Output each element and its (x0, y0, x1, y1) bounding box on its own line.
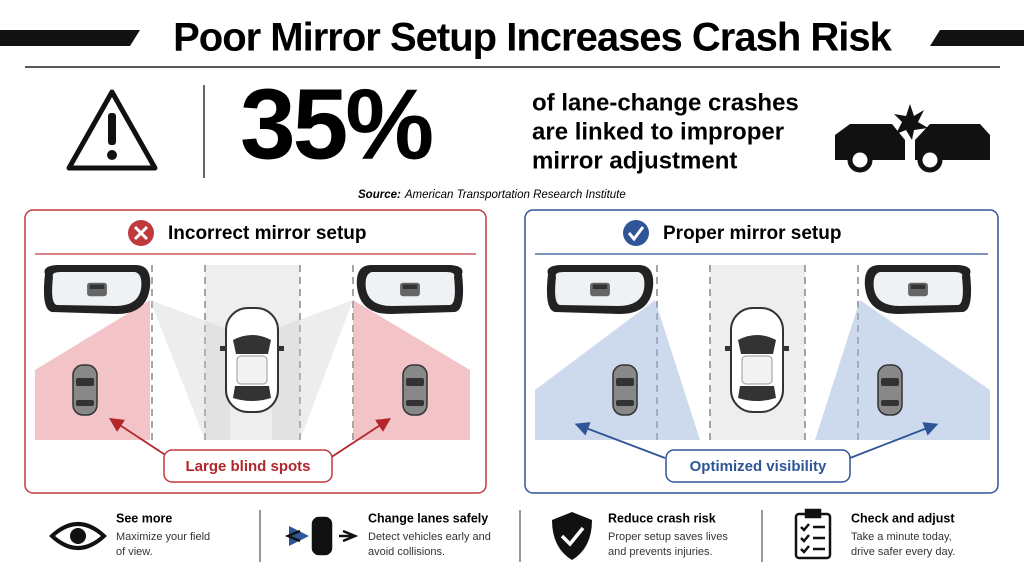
proper-panel: Proper mirror setup Optimized visibility (524, 209, 999, 494)
footer-title: See more (116, 511, 172, 525)
stat-description: mirror adjustment (532, 147, 737, 174)
footer-description: Maximize your field (116, 531, 210, 543)
footer-title: Check and adjust (851, 511, 955, 525)
warning-icon (66, 89, 158, 171)
stat-description: of lane-change crashes (532, 89, 799, 116)
header-stripe (0, 30, 140, 46)
footer-description: drive safer every day. (851, 546, 955, 558)
footer-title: Change lanes safely (368, 511, 488, 525)
lane-icon (284, 516, 359, 556)
panel-callout: Optimized visibility (690, 458, 827, 475)
panel-title: Incorrect mirror setup (168, 223, 367, 244)
panel-callout: Large blind spots (185, 458, 310, 475)
stat-description: are linked to improper (532, 118, 784, 145)
shield-icon (552, 512, 592, 560)
panel-title: Proper mirror setup (663, 223, 841, 244)
footer-description: and prevents injuries. (608, 546, 713, 558)
footer-description: of view. (116, 546, 153, 558)
crash-icon (835, 104, 990, 173)
source-label: Source: (358, 189, 401, 201)
footer (49, 508, 832, 562)
stat-value: 35% (240, 68, 432, 180)
checklist-icon (794, 508, 832, 560)
footer-description: Take a minute today, (851, 531, 952, 543)
source: Source: American Transportation Research … (358, 189, 626, 201)
eye-icon (49, 522, 107, 550)
footer-description: avoid collisions. (368, 546, 445, 558)
incorrect-panel: Incorrect mirror setup Large blind spots (24, 209, 487, 494)
footer-description: Detect vehicles early and (368, 531, 491, 543)
footer-title: Reduce crash risk (608, 511, 716, 525)
title: Poor Mirror Setup Increases Crash Risk (173, 16, 893, 60)
footer-description: Proper setup saves lives (608, 531, 728, 543)
header-stripe (930, 30, 1024, 46)
footer-text: See more Maximize your field of view. Chang… (116, 511, 955, 558)
source-text: American Transportation Research Institu… (404, 189, 626, 201)
